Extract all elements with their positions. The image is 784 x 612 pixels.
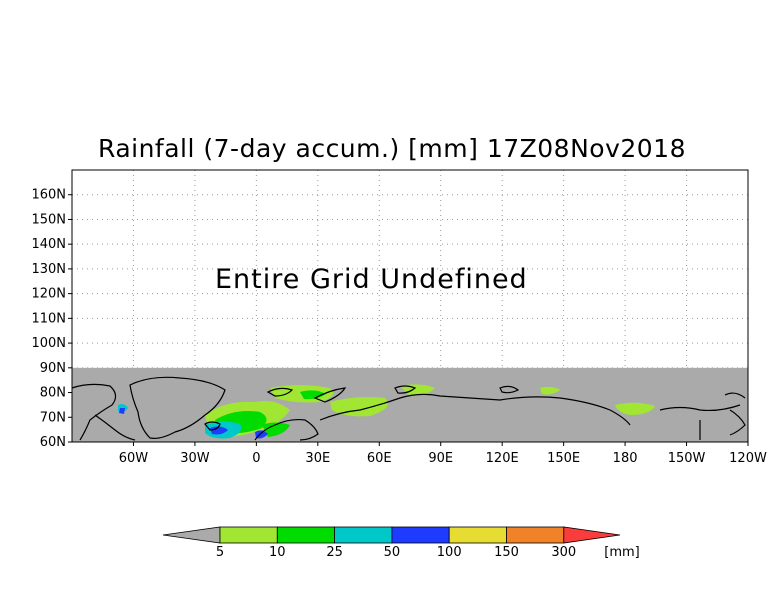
colorbar-segment	[506, 526, 565, 544]
coast-arctic-canada	[724, 392, 746, 436]
lon-label: 150E	[547, 451, 580, 466]
colorbar-unit: [mm]	[604, 545, 639, 560]
coast-scandinavia	[254, 418, 319, 441]
lon-label: 90E	[428, 451, 453, 466]
rain-patch-laptev	[400, 384, 435, 396]
coast-iceland	[204, 421, 221, 431]
rain-patch-kara	[300, 390, 326, 400]
colorbar-over-triangle	[563, 526, 621, 544]
colorbar-label: 100	[437, 545, 462, 560]
colorbar-segment	[391, 526, 450, 544]
colorbar-label: 50	[384, 545, 401, 560]
rain-patch-iceland	[210, 426, 228, 435]
lat-label: 150N	[31, 212, 66, 227]
map-frame	[71, 169, 749, 443]
colorbar-under-triangle	[162, 526, 221, 544]
chart-title: Rainfall (7-day accum.) [mm] 17Z08Nov201…	[98, 134, 686, 163]
coast-new-siberian	[499, 385, 520, 394]
rain-patch-siberia	[330, 397, 388, 417]
lat-label: 90N	[40, 361, 66, 376]
rain-patch-scandinavia	[262, 422, 290, 437]
lat-label: 110N	[31, 311, 66, 326]
lon-label: 30W	[180, 451, 210, 466]
coast-greenland	[129, 376, 226, 439]
lat-label: 60N	[40, 435, 66, 450]
lon-label: 30E	[305, 451, 330, 466]
lat-label: 80N	[40, 386, 66, 401]
lon-label: 0	[252, 451, 260, 466]
rain-patch-east-siberian	[540, 386, 560, 395]
lat-label: 70N	[40, 410, 66, 425]
colorbar-label: 10	[269, 545, 286, 560]
coast-svalbard	[266, 387, 294, 397]
colorbar-segment	[334, 526, 393, 544]
lon-label: 150W	[668, 451, 706, 466]
colorbar-label: 300	[551, 545, 576, 560]
longitude-labels: 60W 30W 0 30E 60E 90E 120E 150E 180 150W 120W	[119, 442, 767, 466]
lat-label: 160N	[31, 188, 66, 203]
coast-severnaya	[394, 385, 417, 394]
coastlines	[71, 376, 746, 441]
lon-label: 60E	[367, 451, 392, 466]
colorbar-segment	[276, 526, 335, 544]
rainfall-patches	[118, 384, 655, 439]
colorbar-segment	[219, 526, 278, 544]
lat-label: 140N	[31, 237, 66, 252]
lon-label: 120W	[729, 451, 767, 466]
lon-label: 60W	[119, 451, 149, 466]
colorbar-label: 5	[216, 545, 224, 560]
latitude-labels: 160N 150N 140N 130N 120N 110N 100N 90N 80N 70N 60N	[31, 188, 72, 450]
lat-label: 120N	[31, 287, 66, 302]
lat-label: 130N	[31, 262, 66, 277]
lat-label: 100N	[31, 336, 66, 351]
coast-siberia	[319, 393, 631, 426]
colorbar: 5 10 25 50 100 150 300 [mm]	[162, 526, 640, 560]
gridlines	[72, 170, 748, 443]
undefined-grid-message: Entire Grid Undefined	[215, 264, 528, 295]
colorbar-label: 25	[326, 545, 343, 560]
colorbar-segment	[448, 526, 507, 544]
rain-patch-baffin	[119, 408, 125, 414]
colorbar-label: 150	[494, 545, 519, 560]
lon-label: 120E	[486, 451, 519, 466]
rain-patch-bering	[615, 402, 655, 415]
coast-novaya-zemlya	[313, 387, 347, 403]
coast-alaska	[659, 404, 741, 440]
lon-label: 180	[613, 451, 638, 466]
coast-north-america	[71, 383, 136, 441]
